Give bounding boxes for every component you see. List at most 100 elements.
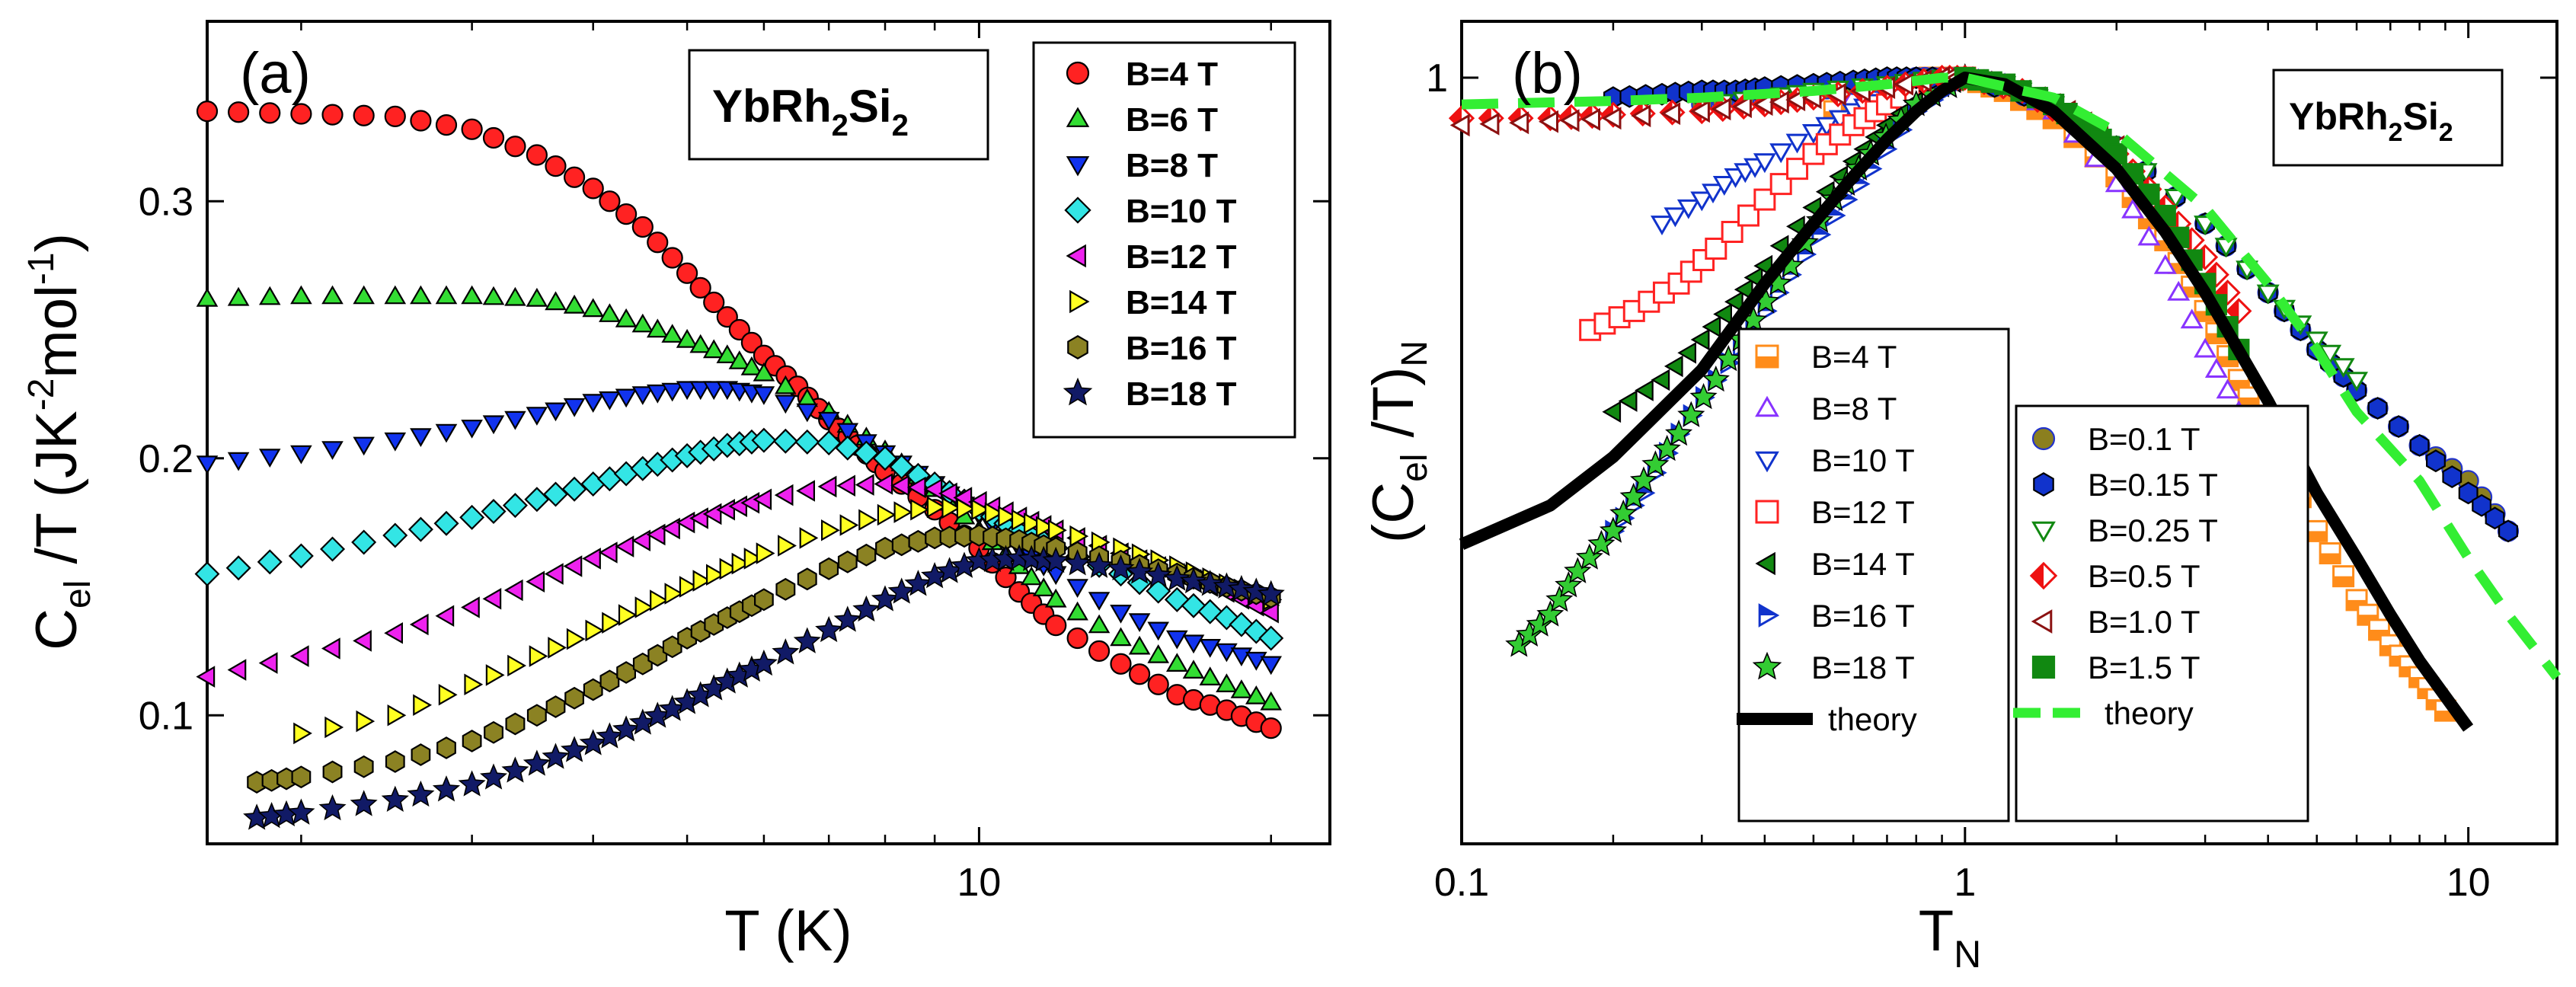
panel-a-point-b-4-t (228, 101, 250, 123)
panel-a-point-b-6-t (1147, 644, 1170, 663)
panel-a-point-b-18-t (852, 595, 881, 622)
panel-b-legend-item-b-18-t-6: B=18 T (1752, 650, 1915, 685)
panel-a-point-b-16-t (891, 533, 912, 557)
panel-b-legend-marker (2031, 655, 2056, 679)
panel-b-legend-item-b-1-5-t-13: B=1.5 T (2031, 650, 2200, 685)
panel-a-point-b-10-t (701, 436, 727, 462)
panel-a-point-b-8-t (545, 402, 567, 422)
panel-a-point-b-14-t (387, 704, 407, 727)
panel-b-point-b-14-t (1734, 278, 1753, 301)
panel-a-legend-label: B=6 T (1126, 101, 1218, 139)
panel-a-label: (a) (240, 41, 311, 106)
panel-a-point-b-6-t (775, 375, 797, 394)
panel-a-point-b-16-t (797, 567, 817, 591)
panel-b-label: (b) (1512, 41, 1583, 106)
panel-a-point-b-16-t (856, 543, 877, 567)
panel-a-point-b-4-t (1045, 615, 1067, 637)
panel-b-point-b-1-0-t (1689, 100, 1710, 123)
panel-a-point-b-10-t (816, 430, 842, 456)
panel-b-ticks: 0.1 1 10 1 (1426, 21, 2557, 905)
panel-a-point-b-4-t (1110, 653, 1132, 675)
panel-b-point-b-1-0-t (1580, 107, 1600, 131)
panel-a-legend-marker (1066, 156, 1090, 177)
panel-a-legend-label: B=4 T (1126, 56, 1218, 93)
panel-b-point-b-0-15-t (2458, 481, 2479, 505)
panel-a-point-b-6-t (435, 285, 458, 305)
panel-a-point-b-6-t (410, 285, 432, 305)
panel-a-point-b-18-t (458, 770, 486, 797)
panel-b-legend-marker (1755, 451, 1779, 473)
panel-b-xtick-label: 10 (2447, 861, 2491, 905)
panel-a-point-b-10-t (194, 561, 220, 587)
panel-b-legend-label: B=10 T (1811, 442, 1915, 478)
panel-a-point-b-14-t (293, 722, 312, 745)
panel-b-point-b-18-t (1575, 543, 1603, 570)
panel-b-legend-label: B=0.25 T (2088, 513, 2218, 548)
panel-a-point-b-4-t (461, 118, 483, 140)
panel-a-point-b-8-t (661, 382, 684, 402)
panel-b-point-b-1-0-t (1631, 104, 1651, 128)
panel-a-point-b-8-t (1165, 630, 1188, 650)
panel-a-point-b-6-t (504, 286, 526, 306)
panel-a-point-b-18-t (904, 570, 932, 596)
panel-a-point-b-10-t (225, 555, 251, 581)
panel-a-point-b-16-t (564, 686, 585, 710)
panel-a-point-b-12-t (774, 484, 794, 506)
panel-a-point-b-4-t (321, 104, 344, 126)
panel-a-point-b-4-t (482, 126, 505, 149)
panel-a-point-b-4-t (526, 144, 548, 166)
panel-a-point-b-10-t (613, 461, 639, 487)
panel-a-point-b-14-t (324, 716, 344, 739)
panel-a-legend-entries: B=4 T B=6 T B=8 T B=10 T B=12 T B=14 T B=16 T B… (1063, 56, 1237, 413)
panel-a-point-b-18-t (480, 763, 508, 790)
panel-a-legend-marker (1066, 61, 1090, 85)
panel-a-point-b-8-t (599, 391, 621, 410)
panel-b-legend-label: B=8 T (1811, 391, 1897, 426)
panel-a-point-b-8-t (290, 445, 312, 465)
panel-b-point-b-18-t (1609, 499, 1638, 526)
panel-a-point-b-14-t (618, 604, 638, 626)
panel-b-point-b-10-t (1690, 191, 1714, 212)
panel-a-point-b-10-t (561, 476, 587, 502)
panel-a-point-b-18-t (542, 743, 570, 769)
panel-a-point-b-18-t (871, 585, 900, 612)
panel-a-point-b-8-t (1128, 613, 1151, 632)
panel-b-point-b-10-t (1785, 133, 1809, 154)
panel-b-legend-marker (2031, 426, 2056, 451)
panel-a-point-b-12-t (227, 659, 247, 681)
panel-a-point-b-18-t (612, 715, 641, 742)
panel-a-point-b-14-t (893, 501, 913, 523)
panel-b-material-box (2272, 69, 2504, 167)
panel-a-point-b-14-t (839, 514, 859, 536)
panel-a-point-b-12-t (258, 652, 278, 674)
panel-a-point-b-14-t (1011, 509, 1031, 531)
panel-b-legend-label: B=1.5 T (2088, 650, 2200, 685)
panel-a-point-b-6-t (227, 286, 250, 306)
panel-a-point-b-14-t (1023, 512, 1043, 535)
panel-a-point-b-18-t (1163, 564, 1191, 591)
panel-a-xtick-label: 10 (957, 861, 1001, 905)
panel-b-xtick-label: 1 (1954, 861, 1976, 905)
panel-b-point-b-4-t (2306, 519, 2328, 542)
panel-b-point-b-18-t (1587, 529, 1616, 557)
svg-text:(Cel /T)N: (Cel /T)N (1361, 340, 1435, 543)
panel-b-legend-label: B=0.1 T (2088, 421, 2200, 457)
panel-a-point-b-6-t (676, 328, 698, 348)
panel-b-legend-item-b-0-1-t-8: B=0.1 T (2031, 421, 2200, 457)
panel-a-material-box (688, 49, 989, 161)
panel-a-point-b-14-t (971, 498, 991, 521)
panel-a-point-b-8-t (482, 415, 505, 435)
panel-b-legend-entries: B=4 T B=8 T B=10 T B=12 T B=14 T B=16 T B=18 T… (1737, 339, 2218, 737)
panel-b-theory-curve (1461, 72, 2562, 681)
panel-a-point-b-10-t (889, 454, 915, 480)
panel-a-point-b-6-t (716, 344, 739, 363)
panel-a-point-b-4-t (290, 103, 312, 125)
panel-a-point-b-14-t (1069, 525, 1089, 548)
panel-b-point-b-18-t (1555, 571, 1583, 598)
panel-a-point-b-10-t (674, 442, 700, 468)
panel-b-point-b-18-t (1619, 482, 1648, 509)
panel-a-point-b-8-t (1147, 621, 1170, 641)
panel-a-point-b-18-t (432, 775, 461, 802)
panel-a-point-b-14-t (464, 673, 484, 695)
panel-a-point-b-8-t (563, 398, 586, 417)
